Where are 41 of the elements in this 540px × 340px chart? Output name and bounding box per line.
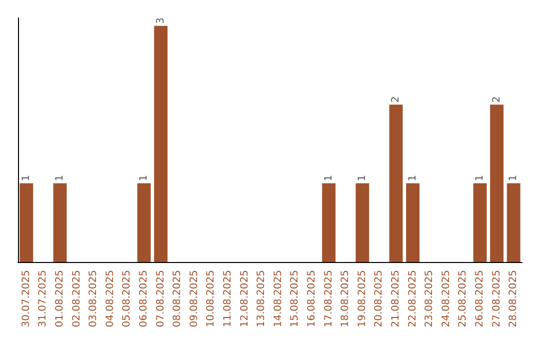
data-label: 1: [20, 174, 32, 182]
data-label: 1: [54, 174, 66, 182]
x-tick-label: 30.07.2025: [20, 270, 32, 328]
x-tick-label: 28.08.2025: [508, 270, 520, 328]
x-tick-label: 17.08.2025: [323, 270, 334, 328]
x-tick-label: 31.07.2025: [38, 270, 49, 328]
data-label: 1: [356, 174, 368, 182]
x-tick-label: 23.08.2025: [424, 270, 436, 328]
x-tick-label: 18.08.2025: [340, 270, 352, 328]
x-tick-label: 14.08.2025: [272, 270, 284, 328]
x-tick-label: 10.08.2025: [206, 270, 217, 328]
data-label: 2: [491, 96, 502, 103]
data-label: 1: [138, 174, 150, 182]
x-tick-label: 26.08.2025: [474, 270, 486, 328]
data-label: 1: [508, 174, 520, 182]
x-tick-label: 21.08.2025: [390, 270, 402, 328]
data-label: 1: [323, 174, 334, 182]
data-label: 3: [155, 17, 166, 24]
x-tick-label: 11.08.2025: [222, 270, 234, 328]
x-tick-label: 24.08.2025: [440, 270, 452, 328]
data-label: 1: [474, 174, 486, 182]
x-tick-label: 05.08.2025: [122, 270, 133, 328]
x-tick-label: 02.08.2025: [71, 270, 82, 328]
x-tick-label: 19.08.2025: [356, 270, 368, 328]
x-tick-label: 16.08.2025: [306, 270, 318, 328]
x-tick-label: 03.08.2025: [88, 270, 100, 328]
x-tick-label: 12.08.2025: [239, 270, 250, 328]
x-tick-label: 09.08.2025: [188, 270, 200, 328]
x-tick-label: 08.08.2025: [172, 270, 184, 328]
x-tick-label: 20.08.2025: [374, 270, 385, 328]
data-label: 1: [407, 174, 418, 182]
x-tick-label: 15.08.2025: [290, 270, 301, 328]
x-tick-label: 27.08.2025: [491, 270, 502, 328]
x-tick-label: 22.08.2025: [407, 270, 418, 328]
x-tick-label: 06.08.2025: [138, 270, 150, 328]
x-tick-label: 04.08.2025: [104, 270, 116, 328]
x-tick-label: 13.08.2025: [256, 270, 268, 328]
x-tick-label: 07.08.2025: [155, 270, 166, 328]
x-tick-label: 25.08.2025: [458, 270, 469, 328]
x-tick-label: 01.08.2025: [54, 270, 66, 328]
data-label: 2: [390, 96, 402, 103]
